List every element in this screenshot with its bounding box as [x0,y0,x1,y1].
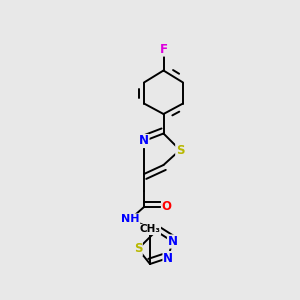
Text: CH₃: CH₃ [140,224,160,235]
Text: NH: NH [121,214,140,224]
Text: N: N [167,235,178,248]
Text: S: S [134,242,142,256]
Text: O: O [161,200,172,214]
Text: N: N [139,134,149,148]
Text: S: S [176,143,184,157]
Text: N: N [163,251,173,265]
Text: F: F [160,43,167,56]
